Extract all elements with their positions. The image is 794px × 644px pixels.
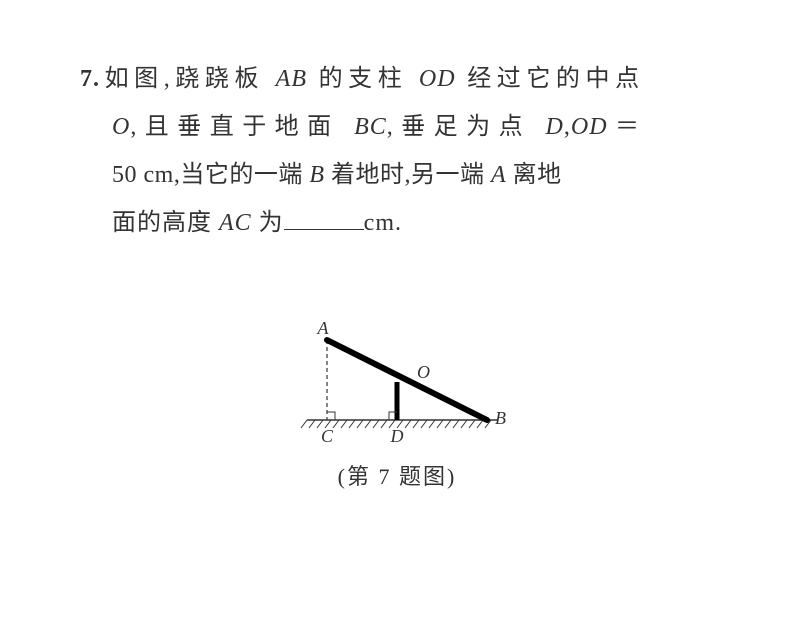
- var-od: OD: [419, 66, 456, 92]
- text-seg: 50 cm,当它的一端: [112, 162, 303, 188]
- text-seg: ,且垂直于地面: [130, 114, 339, 140]
- text-seg: 着地时,另一端: [331, 162, 485, 188]
- svg-text:A: A: [317, 318, 330, 338]
- problem-text: 7.如图,跷跷板 AB 的支柱 OD 经过它的中点 O,且垂直于地面 BC,垂足…: [80, 55, 640, 247]
- svg-text:O: O: [417, 362, 430, 382]
- var-b: B: [309, 162, 324, 188]
- var-a: A: [491, 162, 506, 188]
- answer-blank: [284, 203, 364, 230]
- text-seg: 面的高度: [112, 210, 212, 236]
- svg-text:B: B: [495, 408, 506, 428]
- problem-line-2: O,且垂直于地面 BC,垂足为点 D,OD＝: [80, 103, 640, 151]
- problem-line-3: 50 cm,当它的一端 B 着地时,另一端 A 离地: [80, 151, 640, 199]
- var-d: D: [546, 114, 564, 140]
- var-od2: OD: [571, 114, 608, 140]
- var-o: O: [112, 114, 130, 140]
- figure-container: A O B C D (第 7 题图): [0, 310, 794, 491]
- svg-text:D: D: [390, 426, 404, 446]
- text-seg: 如图,跷跷板: [100, 66, 264, 92]
- problem-container: 7.如图,跷跷板 AB 的支柱 OD 经过它的中点 O,且垂直于地面 BC,垂足…: [80, 55, 640, 247]
- var-ac: AC: [219, 210, 252, 236]
- text-seg: 的支柱: [319, 66, 408, 92]
- problem-number: 7.: [80, 66, 100, 92]
- text-seg: ＝: [608, 114, 640, 140]
- text-seg: ,: [564, 114, 571, 140]
- svg-text:C: C: [321, 426, 334, 446]
- seesaw-diagram: A O B C D: [267, 310, 527, 450]
- var-ab: AB: [276, 66, 307, 92]
- problem-line-4: 面的高度 AC 为 cm.: [80, 199, 640, 247]
- problem-line-1: 7.如图,跷跷板 AB 的支柱 OD 经过它的中点: [80, 55, 640, 103]
- var-bc: BC: [354, 114, 387, 140]
- text-seg: 经过它的中点: [467, 66, 640, 92]
- unit-text: cm.: [364, 210, 402, 236]
- text-seg: 离地: [513, 162, 562, 188]
- figure-caption: (第 7 题图): [0, 459, 794, 491]
- text-seg: 为: [259, 210, 284, 236]
- text-seg: ,垂足为点: [387, 114, 531, 140]
